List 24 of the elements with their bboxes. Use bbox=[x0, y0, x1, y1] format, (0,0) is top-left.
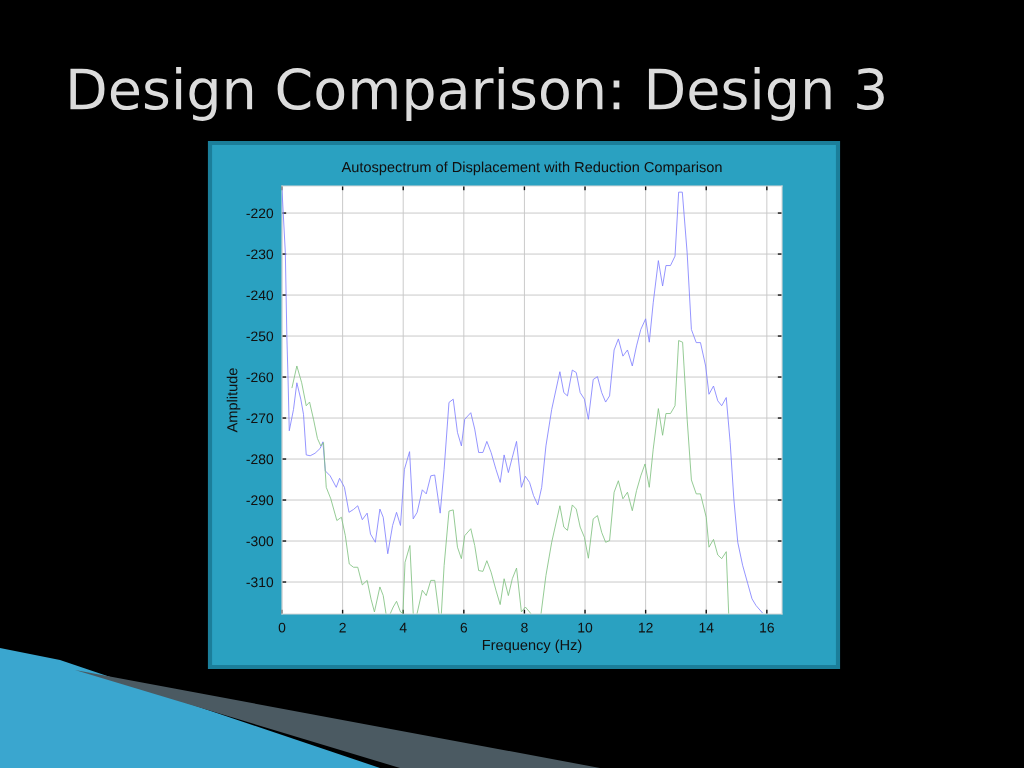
y-tick-label: -290 bbox=[246, 495, 274, 506]
x-tick-label: 2 bbox=[339, 622, 346, 633]
y-tick-label: -240 bbox=[246, 290, 274, 301]
y-tick-label: -250 bbox=[246, 331, 274, 342]
x-tick-label: 14 bbox=[699, 622, 714, 633]
x-tick-label: 0 bbox=[278, 622, 286, 633]
y-tick-label: -280 bbox=[246, 454, 274, 465]
chart-title: Design Comparison: Design 3 bbox=[70, 67, 884, 121]
x-tick-label: 10 bbox=[578, 622, 593, 633]
chart-subtitle: Autospectrum of Displacement with Reduction Comparison bbox=[341, 161, 722, 176]
y-tick-label: -230 bbox=[246, 249, 274, 260]
x-tick-label: 16 bbox=[760, 622, 774, 633]
x-tick-label: 12 bbox=[638, 622, 653, 633]
y-tick-label: -260 bbox=[246, 372, 274, 383]
x-axis-title: Frequency (Hz) bbox=[482, 639, 582, 654]
y-tick-label: -300 bbox=[246, 536, 274, 547]
y-axis-title: Amplitude bbox=[226, 368, 241, 433]
line-series bbox=[282, 189, 763, 614]
x-tick-label: 8 bbox=[521, 622, 528, 633]
y-tick-label: -270 bbox=[246, 413, 274, 424]
y-tick-label: -220 bbox=[246, 208, 274, 219]
y-tick-label: -310 bbox=[246, 577, 274, 588]
x-tick-label: 4 bbox=[399, 622, 407, 633]
x-tick-label: 6 bbox=[460, 622, 468, 633]
